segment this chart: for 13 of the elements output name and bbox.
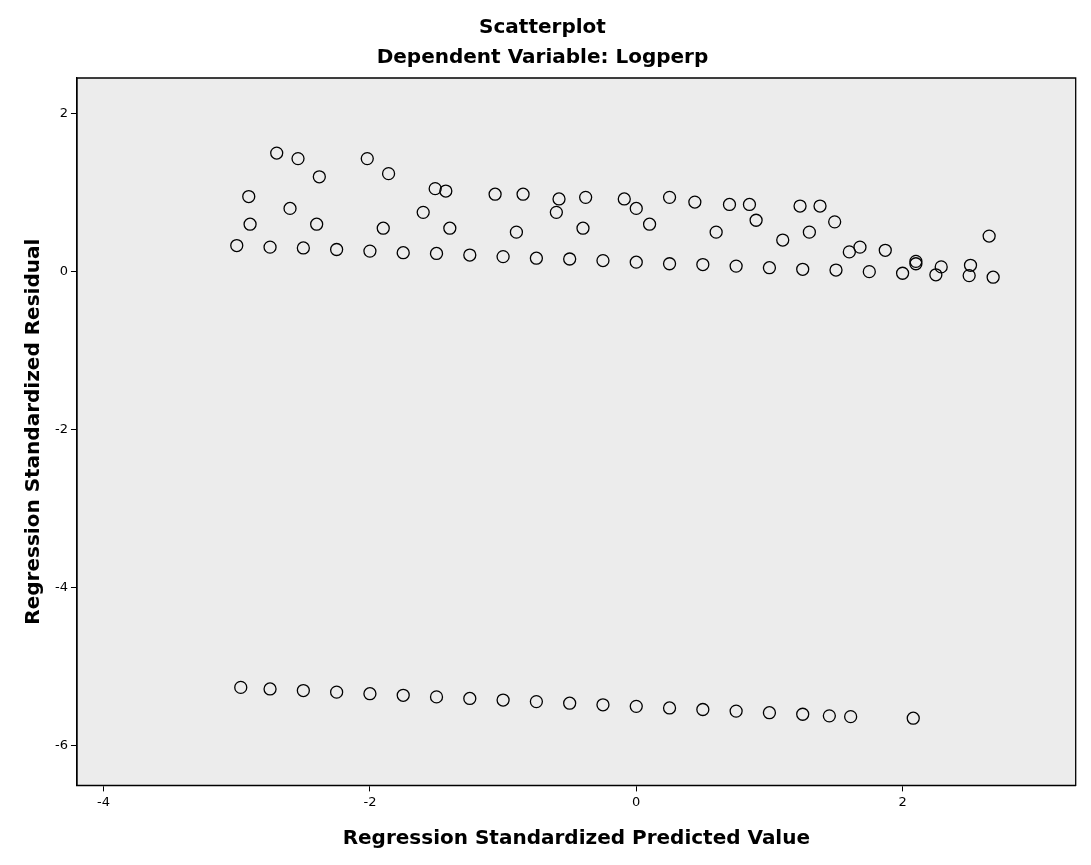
- y-tick-label: -4: [54, 579, 68, 595]
- x-tick-label: -4: [97, 793, 111, 809]
- y-tick-label: -6: [54, 737, 68, 753]
- x-tick-label: 2: [898, 793, 907, 809]
- x-tick-label: 0: [632, 793, 641, 809]
- y-tick-label: 0: [59, 263, 68, 279]
- x-tick-label: -2: [363, 793, 377, 809]
- x-axis-title: Regression Standardized Predicted Value: [342, 825, 811, 850]
- y-axis-title: Regression Standardized Residual: [20, 238, 45, 625]
- chart-title: Scatterplot: [479, 14, 607, 39]
- y-tick-label: -2: [54, 421, 68, 437]
- chart-subtitle: Dependent Variable: Logperp: [376, 44, 709, 69]
- y-tick-label: 2: [59, 104, 68, 120]
